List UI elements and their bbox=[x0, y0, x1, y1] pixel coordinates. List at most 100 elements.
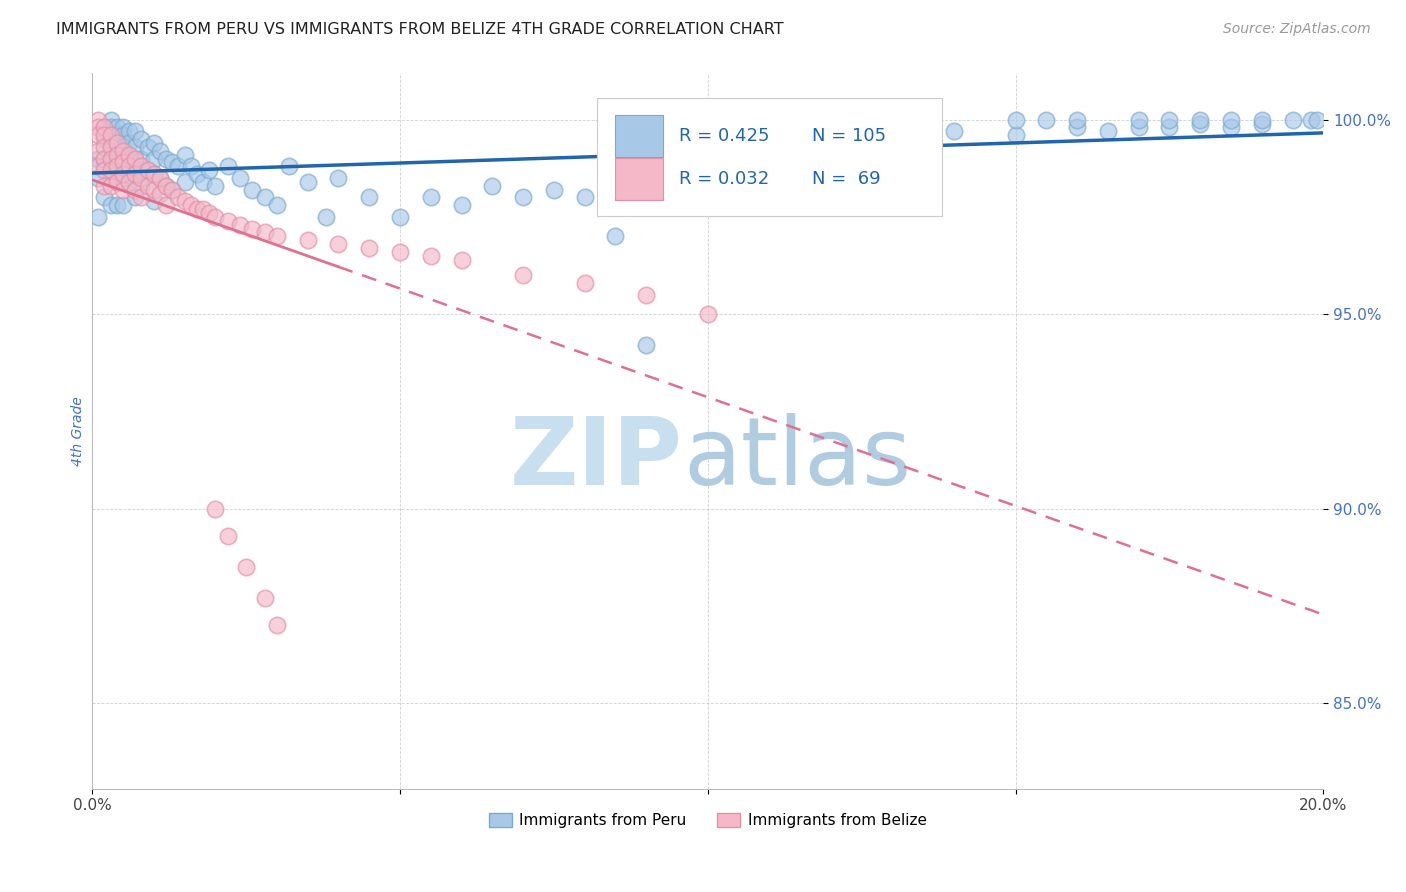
Point bbox=[111, 175, 134, 189]
Point bbox=[111, 159, 134, 173]
Point bbox=[186, 167, 208, 181]
Point bbox=[1128, 120, 1150, 135]
Point bbox=[253, 190, 276, 204]
Point bbox=[253, 591, 276, 605]
Point bbox=[328, 171, 350, 186]
Text: ZIP: ZIP bbox=[510, 413, 683, 506]
Point bbox=[297, 175, 319, 189]
Point bbox=[87, 152, 110, 166]
Text: N = 105: N = 105 bbox=[813, 127, 887, 145]
Point bbox=[315, 210, 337, 224]
Point bbox=[1159, 120, 1181, 135]
Point bbox=[118, 171, 141, 186]
Point bbox=[87, 128, 110, 143]
Point bbox=[882, 132, 904, 146]
Point bbox=[696, 190, 718, 204]
Point bbox=[111, 120, 134, 135]
Point bbox=[155, 178, 177, 193]
Point bbox=[111, 128, 134, 143]
Point bbox=[100, 152, 122, 166]
Point bbox=[100, 128, 122, 143]
Point bbox=[217, 213, 239, 227]
Point bbox=[229, 171, 252, 186]
Point bbox=[217, 159, 239, 173]
Point bbox=[100, 140, 122, 154]
Point bbox=[155, 178, 177, 193]
Point bbox=[105, 198, 128, 212]
Point bbox=[111, 167, 134, 181]
Point bbox=[388, 210, 411, 224]
Point bbox=[636, 338, 658, 352]
Point bbox=[1035, 112, 1057, 127]
Point bbox=[131, 178, 153, 193]
Point bbox=[124, 163, 146, 178]
Point bbox=[136, 178, 159, 193]
Point bbox=[124, 152, 146, 166]
Point bbox=[574, 276, 596, 290]
Point bbox=[87, 144, 110, 158]
Point bbox=[124, 183, 146, 197]
Point bbox=[149, 144, 172, 158]
Point bbox=[574, 190, 596, 204]
Point bbox=[111, 198, 134, 212]
Point bbox=[93, 190, 115, 204]
Point bbox=[266, 198, 288, 212]
Point bbox=[93, 120, 115, 135]
Point bbox=[180, 198, 202, 212]
Point bbox=[87, 171, 110, 186]
Point bbox=[93, 178, 115, 193]
Point bbox=[191, 175, 214, 189]
Point bbox=[160, 155, 183, 169]
Point bbox=[167, 159, 190, 173]
Point bbox=[142, 136, 165, 150]
Point bbox=[204, 178, 226, 193]
Point bbox=[180, 159, 202, 173]
Point bbox=[100, 140, 122, 154]
Point bbox=[204, 210, 226, 224]
Point bbox=[217, 529, 239, 543]
Point bbox=[198, 206, 221, 220]
Point bbox=[142, 167, 165, 181]
Text: Source: ZipAtlas.com: Source: ZipAtlas.com bbox=[1223, 22, 1371, 37]
Point bbox=[388, 244, 411, 259]
Point bbox=[186, 202, 208, 216]
Point bbox=[100, 163, 122, 178]
Point bbox=[105, 152, 128, 166]
Point bbox=[149, 171, 172, 186]
Point bbox=[142, 152, 165, 166]
Point bbox=[124, 152, 146, 166]
Point bbox=[636, 287, 658, 301]
FancyBboxPatch shape bbox=[598, 98, 942, 216]
Point bbox=[758, 144, 780, 158]
Point bbox=[240, 221, 263, 235]
Point bbox=[1066, 120, 1088, 135]
FancyBboxPatch shape bbox=[616, 115, 664, 157]
Point bbox=[1189, 116, 1212, 130]
Point bbox=[131, 159, 153, 173]
Point bbox=[93, 163, 115, 178]
Point bbox=[512, 268, 534, 283]
Point bbox=[118, 159, 141, 173]
Point bbox=[450, 252, 472, 267]
Text: R = 0.425: R = 0.425 bbox=[679, 127, 770, 145]
Text: N =  69: N = 69 bbox=[813, 169, 882, 188]
Point bbox=[297, 233, 319, 247]
Point bbox=[118, 147, 141, 161]
Point bbox=[124, 124, 146, 138]
Point bbox=[142, 194, 165, 209]
Text: IMMIGRANTS FROM PERU VS IMMIGRANTS FROM BELIZE 4TH GRADE CORRELATION CHART: IMMIGRANTS FROM PERU VS IMMIGRANTS FROM … bbox=[56, 22, 785, 37]
Point bbox=[131, 132, 153, 146]
Point bbox=[419, 249, 441, 263]
Point bbox=[118, 124, 141, 138]
Point bbox=[173, 175, 195, 189]
Point bbox=[105, 147, 128, 161]
Point bbox=[1299, 112, 1322, 127]
Point bbox=[105, 159, 128, 173]
Point bbox=[87, 120, 110, 135]
Point bbox=[359, 241, 381, 255]
Point bbox=[543, 183, 565, 197]
Point bbox=[1189, 112, 1212, 127]
Text: R = 0.032: R = 0.032 bbox=[679, 169, 769, 188]
Point bbox=[160, 183, 183, 197]
Point bbox=[149, 171, 172, 186]
